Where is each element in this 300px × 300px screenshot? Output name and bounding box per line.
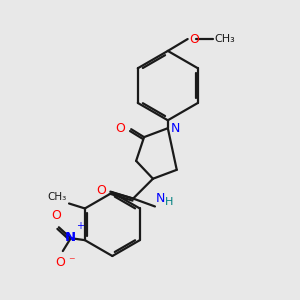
Text: O: O — [51, 209, 61, 222]
Text: N: N — [171, 122, 180, 135]
Text: ⁻: ⁻ — [68, 255, 74, 268]
Text: O: O — [116, 122, 125, 135]
Text: CH₃: CH₃ — [48, 191, 67, 202]
Text: CH₃: CH₃ — [214, 34, 235, 44]
Text: N: N — [65, 231, 76, 244]
Text: H: H — [165, 197, 173, 208]
Text: O: O — [190, 32, 200, 46]
Text: +: + — [76, 221, 84, 231]
Text: O: O — [55, 256, 65, 269]
Text: N: N — [156, 193, 165, 206]
Text: O: O — [97, 184, 106, 197]
